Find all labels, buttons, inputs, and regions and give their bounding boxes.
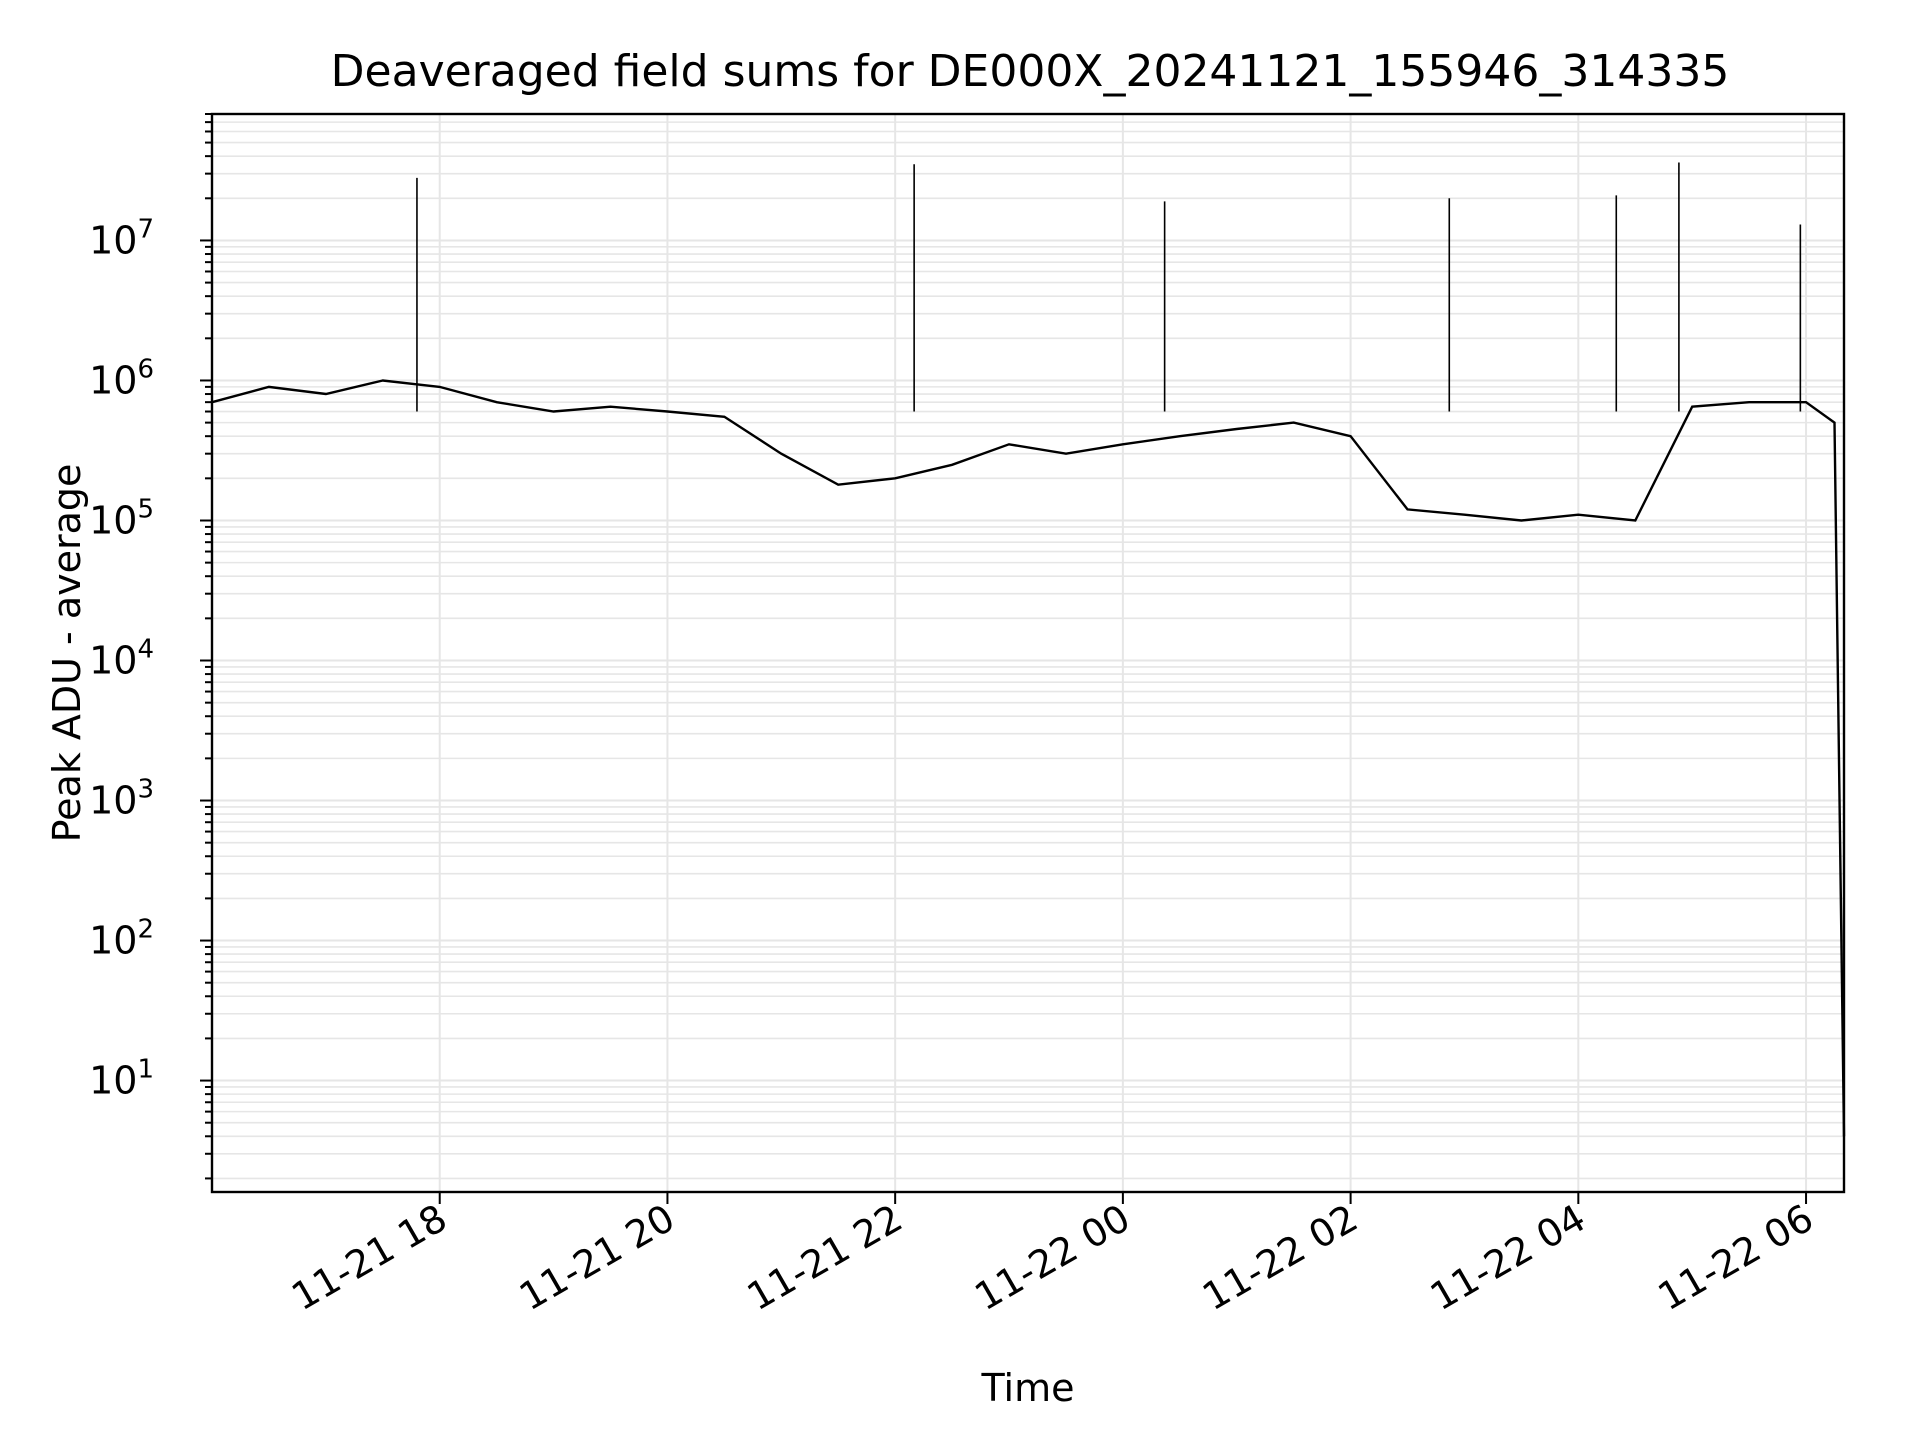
x-tick-label: 11-22 06 [1651,1196,1821,1320]
series-layer [211,162,1846,1137]
x-tick-label: 11-21 18 [284,1196,454,1320]
y-tick-label: 102 [89,915,154,963]
y-tick-label: 106 [89,354,154,402]
grid-layer [212,113,1844,1192]
x-tick-label: 11-22 04 [1423,1196,1593,1320]
y-axis: 101 102 103 104 105 106 107 [89,113,212,1180]
y-axis-label: Peak ADU - average [45,464,89,843]
x-tick-label: 11-22 02 [1195,1196,1365,1320]
plot-frame [210,112,1846,1194]
y-tick-label: 105 [89,494,154,542]
x-tick-label: 11-21 20 [512,1196,682,1320]
x-axis-label: Time [981,1366,1075,1410]
x-tick-label: 11-21 22 [740,1196,910,1320]
y-tick-label: 104 [89,635,154,683]
x-tick-label: 11-22 00 [967,1196,1137,1320]
y-tick-label: 107 [89,214,154,262]
y-tick-label: 103 [89,775,154,823]
x-axis: 11-21 18 11-21 20 11-21 22 11-22 00 11-22 02… [284,1192,1821,1320]
chart-title: Deaveraged field sums for DE000X_2024112… [331,46,1730,97]
y-tick-label: 101 [89,1055,154,1103]
